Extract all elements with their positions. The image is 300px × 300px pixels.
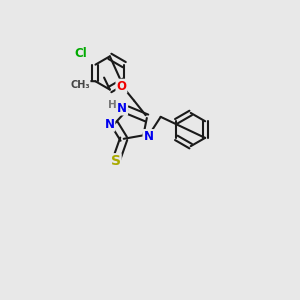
- Text: CH₃: CH₃: [70, 80, 90, 89]
- Text: N: N: [104, 118, 114, 131]
- Text: H: H: [109, 100, 117, 110]
- Text: N: N: [143, 130, 153, 143]
- Text: S: S: [111, 154, 121, 168]
- Text: N: N: [117, 102, 127, 115]
- Text: Cl: Cl: [75, 47, 87, 60]
- Text: O: O: [116, 80, 126, 93]
